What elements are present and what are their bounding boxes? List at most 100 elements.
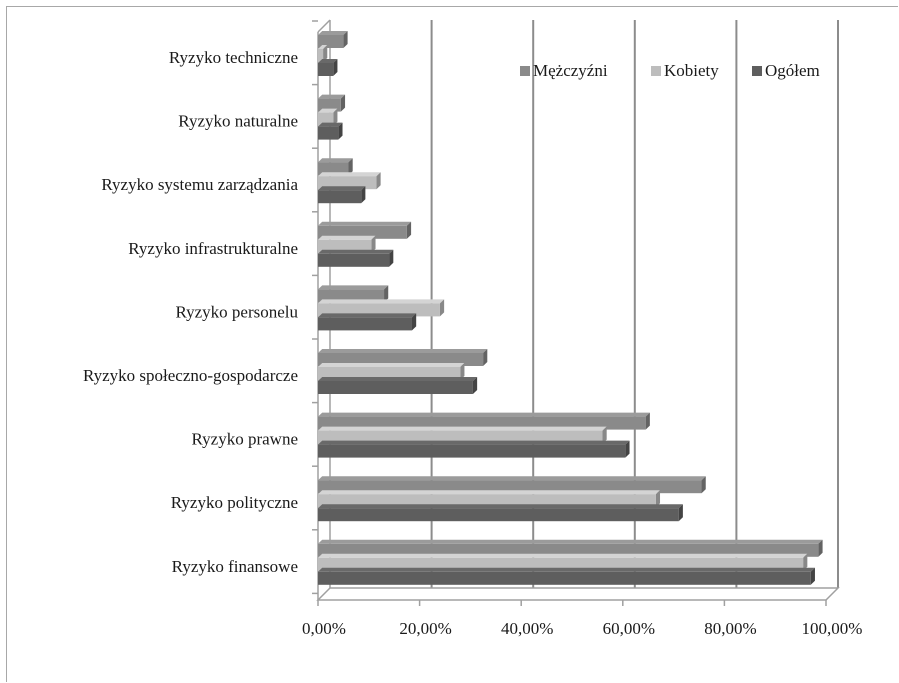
bar-side-face: [389, 249, 394, 267]
bar-top-face: [318, 363, 465, 367]
bar: [318, 285, 389, 303]
bar-top-face: [318, 59, 338, 63]
bar-side-face: [645, 412, 650, 430]
bar-front-face: [318, 494, 656, 508]
bar-front-face: [318, 225, 407, 239]
y-axis-top-edge: [317, 19, 331, 33]
bar-front-face: [318, 162, 349, 176]
bar-front-face: [318, 176, 377, 190]
bar-top-face: [318, 504, 683, 509]
bar-top-face: [318, 186, 366, 191]
bar-front-face: [318, 112, 334, 126]
bar: [318, 504, 683, 522]
bar-side-face: [810, 567, 815, 585]
bar-front-face: [318, 289, 385, 303]
bar-side-face: [343, 31, 348, 48]
bar-top-face: [318, 553, 808, 558]
bar-front-face: [318, 63, 334, 76]
bar-side-face: [483, 349, 488, 366]
bar-side-face: [472, 377, 478, 394]
bar-front-face: [318, 126, 339, 140]
bar-top-face: [318, 249, 394, 254]
x-tick-label: 0,00%: [302, 619, 346, 638]
bar-side-face: [803, 553, 808, 571]
bar-top-face: [318, 122, 343, 127]
bar: [318, 122, 343, 140]
bar: [318, 186, 366, 204]
bar: [318, 313, 417, 331]
legend-label: Mężczyźni: [533, 61, 608, 80]
bar: [318, 158, 353, 176]
legend-swatch: [520, 66, 530, 76]
bar-front-face: [318, 49, 324, 62]
legend-swatch: [651, 66, 661, 76]
bar-front-face: [318, 317, 412, 331]
chart-frame: [6, 6, 898, 682]
bar-side-face: [371, 235, 376, 253]
bar: [318, 476, 706, 494]
bar-front-face: [318, 430, 603, 444]
bar: [318, 539, 823, 557]
bar-top-face: [318, 377, 478, 381]
bar-top-face: [318, 412, 650, 417]
bar-side-face: [460, 363, 465, 380]
bar-side-face: [384, 285, 389, 303]
bar-front-face: [318, 98, 341, 112]
bar-front-face: [318, 381, 473, 394]
category-label: Ryzyko prawne: [192, 430, 298, 449]
category-label: Ryzyko naturalne: [178, 112, 298, 131]
bar: [318, 45, 328, 62]
category-label: Ryzyko infrastrukturalne: [128, 239, 298, 258]
bar-side-face: [340, 94, 346, 112]
bar-top-face: [318, 440, 630, 445]
bar: [318, 235, 376, 253]
bar: [318, 221, 412, 239]
bar-top-face: [318, 426, 607, 431]
bar: [318, 440, 630, 458]
bar: [318, 567, 815, 585]
bar-side-face: [602, 426, 607, 444]
category-label: Ryzyko finansowe: [172, 557, 298, 576]
bar-front-face: [318, 353, 484, 366]
bar-front-face: [318, 543, 819, 557]
bar: [318, 299, 445, 317]
category-label: Ryzyko personelu: [175, 302, 298, 321]
bar-side-face: [323, 45, 328, 62]
bar-side-face: [406, 221, 412, 239]
bar-front-face: [318, 416, 646, 430]
bar: [318, 426, 607, 444]
legend-swatch: [752, 66, 762, 76]
bar-top-face: [318, 299, 445, 304]
bar-top-face: [318, 567, 815, 572]
bar-top-face: [318, 349, 488, 353]
category-label: Ryzyko systemu zarządzania: [101, 175, 298, 194]
bar: [318, 377, 478, 394]
bar-top-face: [318, 108, 338, 113]
bar-top-face: [318, 313, 417, 318]
bar: [318, 108, 338, 126]
bar-side-face: [338, 122, 343, 140]
bar-top-face: [318, 490, 661, 495]
bar-side-face: [818, 539, 823, 557]
bar-side-face: [678, 504, 683, 522]
category-label: Ryzyko techniczne: [169, 48, 298, 67]
legend-label: Ogółem: [765, 61, 820, 80]
x-tick-label: 80,00%: [704, 619, 756, 638]
bar: [318, 490, 661, 508]
bar-side-face: [376, 172, 381, 190]
bar-top-face: [318, 539, 823, 544]
x-tick-label: 100,00%: [802, 619, 863, 638]
bar-top-face: [318, 476, 706, 481]
category-label: Ryzyko polityczne: [171, 493, 298, 512]
x-tick-label: 40,00%: [501, 619, 553, 638]
bar-top-face: [318, 221, 412, 226]
bar-side-face: [333, 108, 338, 126]
bar-front-face: [318, 480, 702, 494]
bar-side-face: [361, 186, 366, 204]
bar: [318, 94, 346, 112]
bar: [318, 59, 338, 76]
bar-front-face: [318, 367, 461, 380]
bar-side-face: [333, 59, 338, 76]
category-label: Ryzyko społeczno-gospodarcze: [83, 366, 298, 385]
bar-front-face: [318, 444, 626, 458]
